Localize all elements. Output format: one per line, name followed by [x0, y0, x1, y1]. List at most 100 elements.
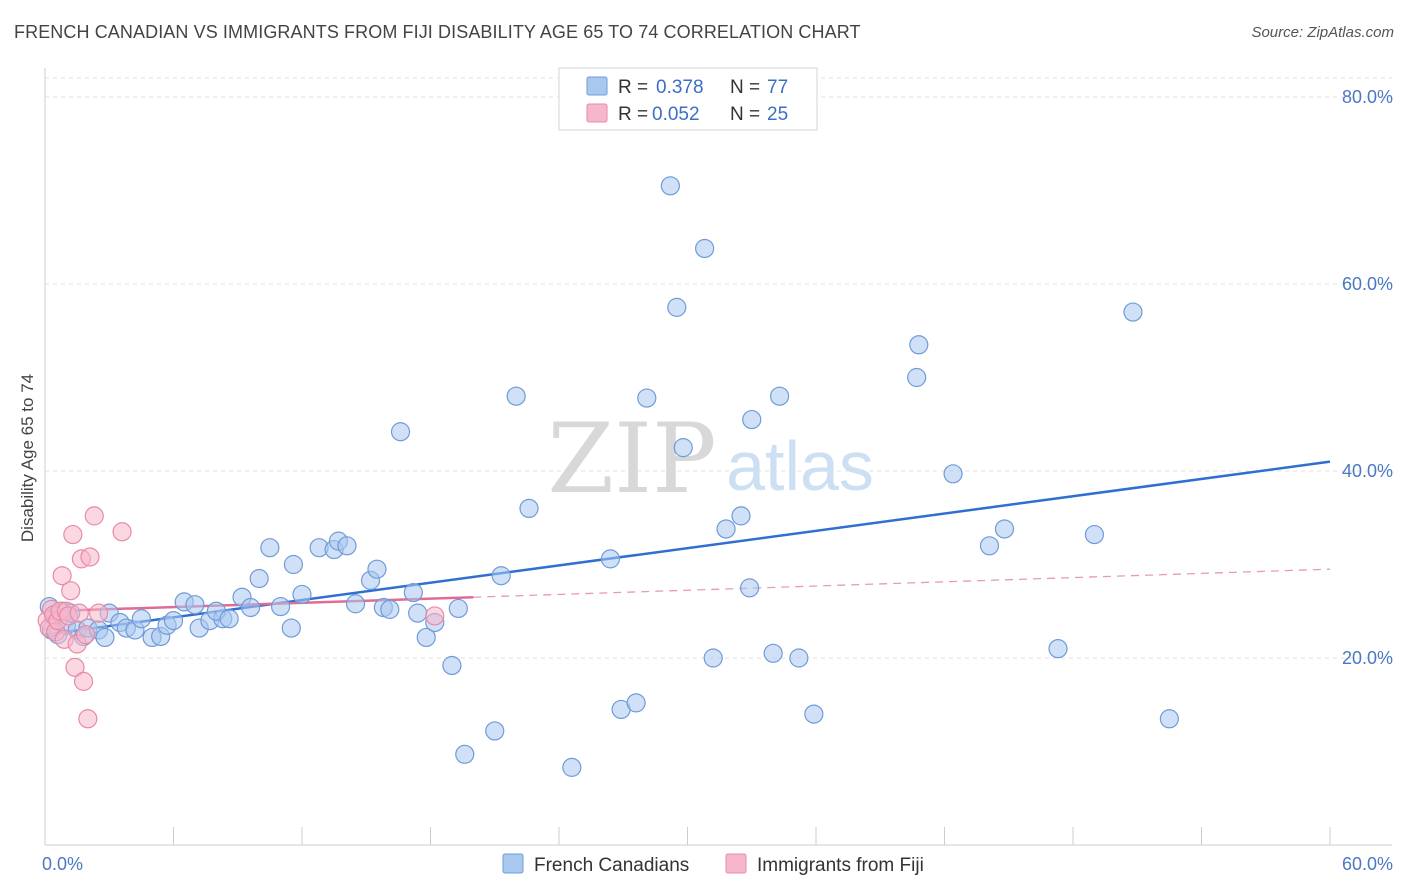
- y-tick-label-0: 20.0%: [1342, 648, 1393, 668]
- legend-n-value-1: 77: [767, 77, 788, 98]
- point-french-51: [448, 598, 468, 619]
- chart-title: FRENCH CANADIAN VS IMMIGRANTS FROM FIJI …: [14, 22, 861, 42]
- point-french-71: [763, 643, 783, 663]
- point-french-55: [506, 386, 526, 406]
- point-french-64: [673, 438, 693, 458]
- point-french-48: [416, 627, 436, 648]
- y-axis-label: Disability Age 65 to 74: [18, 374, 37, 542]
- point-french-66: [703, 648, 723, 668]
- point-french-52: [455, 744, 475, 764]
- point-french-53: [485, 721, 505, 741]
- point-fiji-20: [84, 506, 104, 526]
- point-french-11: [95, 627, 115, 648]
- point-french-54: [491, 566, 511, 586]
- point-french-29: [241, 597, 261, 618]
- point-fiji-23: [76, 625, 96, 645]
- x-tick-label-min: 0.0%: [42, 854, 83, 874]
- point-french-42: [367, 559, 387, 579]
- point-french-56: [519, 498, 539, 518]
- point-french-80: [1048, 639, 1068, 659]
- point-french-61: [637, 388, 657, 408]
- point-french-68: [731, 506, 751, 526]
- point-french-73: [789, 648, 809, 668]
- point-french-62: [660, 176, 680, 196]
- watermark: ZIP atlas: [547, 403, 874, 515]
- legend-swatch-french: [586, 76, 608, 96]
- point-french-76: [994, 519, 1015, 539]
- point-fiji-19: [80, 547, 100, 567]
- point-french-33: [283, 554, 304, 575]
- watermark-atlas: atlas: [726, 427, 874, 505]
- point-fiji-24: [425, 606, 445, 626]
- axes: [44, 68, 1392, 846]
- point-french-67: [716, 519, 736, 539]
- legend-r-value-1: 0.378: [656, 77, 704, 98]
- point-french-30: [249, 568, 269, 589]
- legend-bottom-swatch-french: [502, 853, 524, 874]
- point-french-45: [390, 422, 411, 442]
- point-french-75: [979, 536, 1000, 556]
- chart-source: Source: ZipAtlas.com: [1251, 24, 1394, 41]
- trend-dashed-1: [473, 568, 1331, 598]
- point-french-72: [769, 386, 790, 406]
- legend-bottom: French Canadians Immigrants from Fiji: [502, 853, 924, 876]
- point-french-79: [907, 367, 927, 388]
- y-tick-labels: 20.0% 40.0% 60.0% 80.0%: [1342, 87, 1393, 668]
- point-french-58: [600, 549, 621, 569]
- point-french-70: [742, 409, 762, 430]
- point-french-65: [695, 238, 715, 259]
- point-fiji-17: [73, 671, 94, 691]
- point-fiji-11: [61, 581, 81, 601]
- y-tick-label-2: 60.0%: [1342, 274, 1393, 294]
- legend-r-label-2: R =: [618, 104, 648, 125]
- point-french-16: [131, 609, 151, 629]
- point-french-50: [442, 655, 462, 676]
- point-french-39: [337, 536, 357, 556]
- point-french-46: [403, 582, 423, 603]
- data-points: [37, 176, 1179, 777]
- point-fiji-13: [65, 657, 85, 677]
- grid-lines: [45, 77, 1392, 659]
- point-french-57: [562, 757, 582, 777]
- legend-n-value-2: 25: [767, 104, 788, 125]
- legend-bottom-label-fiji: Immigrants from Fiji: [757, 855, 924, 876]
- y-tick-label-3: 80.0%: [1342, 87, 1393, 107]
- point-french-83: [1084, 524, 1105, 545]
- point-french-35: [292, 584, 312, 605]
- point-fiji-21: [112, 522, 132, 542]
- point-french-69: [740, 578, 760, 598]
- point-fiji-18: [78, 709, 98, 729]
- legend-n-label-2: N =: [730, 104, 760, 125]
- point-french-82: [1159, 709, 1179, 729]
- point-french-31: [260, 538, 280, 558]
- point-fiji-7: [52, 566, 72, 586]
- point-french-40: [345, 594, 366, 614]
- point-french-77: [943, 464, 963, 484]
- point-french-32: [270, 596, 291, 617]
- x-tick-labels: 0.0% 60.0%: [42, 854, 1393, 874]
- legend-r-label-1: R =: [618, 77, 648, 98]
- point-french-27: [219, 609, 239, 629]
- legend-r-value-2: 0.052: [652, 104, 700, 125]
- point-french-34: [281, 618, 301, 638]
- legend-n-label-1: N =: [730, 77, 760, 98]
- x-tick-label-max: 60.0%: [1342, 854, 1393, 874]
- point-french-22: [185, 595, 205, 615]
- point-french-74: [804, 704, 824, 724]
- legend-bottom-label-french: French Canadians: [534, 855, 689, 876]
- point-french-60: [626, 693, 646, 713]
- legend-top: R = 0.378 N = 77 R = 0.052 N = 25: [558, 67, 818, 131]
- point-french-81: [1123, 302, 1143, 322]
- point-fiji-12: [63, 524, 83, 545]
- point-fiji-15: [69, 603, 89, 623]
- point-fiji-22: [88, 603, 109, 623]
- y-tick-label-1: 40.0%: [1342, 461, 1393, 481]
- point-french-47: [408, 603, 428, 623]
- point-french-20: [163, 610, 184, 631]
- legend-bottom-swatch-fiji: [725, 853, 747, 874]
- watermark-zip: ZIP: [547, 403, 716, 515]
- point-french-44: [380, 599, 400, 619]
- point-french-63: [667, 297, 687, 317]
- point-french-78: [909, 335, 929, 355]
